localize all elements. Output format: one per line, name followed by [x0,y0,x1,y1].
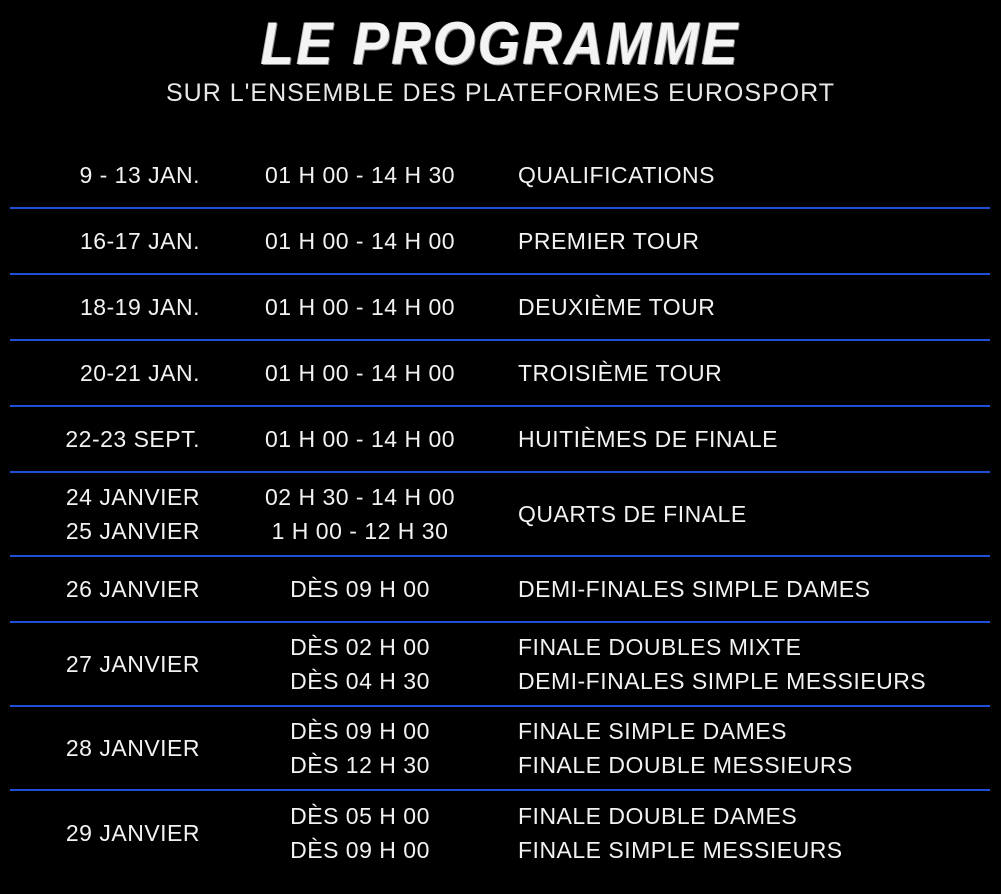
schedule-row: 20-21 JAN. 01 H 00 - 14 H 00 TROISIÈME TOU… [10,341,990,407]
time-cell: DÈS 09 H 00 DÈS 12 H 30 [205,714,515,782]
event-cell: DEUXIÈME TOUR [518,290,715,324]
date-cell: 22-23 SEPT. [10,422,200,456]
schedule-row: 27 JANVIER DÈS 02 H 00 DÈS 04 H 30 FINALE D… [10,623,990,707]
time-cell: 02 H 30 - 14 H 00 1 H 00 - 12 H 30 [205,480,515,548]
date-text: 20-21 JAN. [79,360,200,386]
date-cell: 9 - 13 JAN. [10,158,200,192]
schedule-row: 9 - 13 JAN. 01 H 00 - 14 H 30 QUALIFICATIO… [10,143,990,209]
event-text: FINALE DOUBLE DAMES [518,803,798,829]
schedule-row: 22-23 SEPT. 01 H 00 - 14 H 00 HUITIÈMES DE… [10,407,990,473]
time-text: 1 H 00 - 12 H 30 [271,518,449,544]
time-text: DÈS 09 H 00 [290,576,430,602]
event-text: FINALE SIMPLE MESSIEURS [518,837,843,863]
date-text: 9 - 13 JAN. [79,162,200,188]
time-text: DÈS 02 H 00 [290,634,430,660]
date-cell: 16-17 JAN. [10,224,200,258]
event-cell: PREMIER TOUR [518,224,700,258]
event-text: FINALE DOUBLES MIXTE [518,634,802,660]
time-cell: DÈS 09 H 00 [205,572,515,606]
time-cell: DÈS 05 H 00 DÈS 09 H 00 [205,799,515,867]
schedule-row: 18-19 JAN. 01 H 00 - 14 H 00 DEUXIÈME TOUR [10,275,990,341]
date-text: 24 JANVIER [65,484,200,510]
date-cell: 18-19 JAN. [10,290,200,324]
event-cell: TROISIÈME TOUR [518,356,722,390]
date-text: 28 JANVIER [65,735,200,761]
page-subtitle: SUR L'ENSEMBLE DES PLATEFORMES EUROSPORT [166,79,835,107]
time-text: DÈS 05 H 00 [290,803,430,829]
date-cell: 24 JANVIER 25 JANVIER [10,480,200,548]
schedule-row: 16-17 JAN. 01 H 00 - 14 H 00 PREMIER TOUR [10,209,990,275]
time-text: DÈS 04 H 30 [290,668,430,694]
time-cell: 01 H 00 - 14 H 30 [205,158,515,192]
event-text: FINALE SIMPLE DAMES [518,718,787,744]
page-title: LE PROGRAMME [260,10,741,77]
event-cell: HUITIÈMES DE FINALE [518,422,778,456]
event-cell: DEMI-FINALES SIMPLE DAMES [518,572,870,606]
time-cell: 01 H 00 - 14 H 00 [205,422,515,456]
event-text: DEMI-FINALES SIMPLE MESSIEURS [518,668,927,694]
time-cell: 01 H 00 - 14 H 00 [205,224,515,258]
time-text: 01 H 00 - 14 H 00 [264,228,456,254]
event-text: PREMIER TOUR [518,228,700,254]
schedule-row: 26 JANVIER DÈS 09 H 00 DEMI-FINALES SIMPLE… [10,557,990,623]
schedule-row: 28 JANVIER DÈS 09 H 00 DÈS 12 H 30 FINALE S… [10,707,990,791]
date-cell: 26 JANVIER [10,572,200,606]
event-text: QUARTS DE FINALE [518,501,747,527]
time-text: DÈS 09 H 00 [290,718,430,744]
date-cell: 27 JANVIER [10,647,200,681]
schedule-row: 24 JANVIER 25 JANVIER 02 H 30 - 14 H 00 1 H… [10,473,990,557]
event-cell: FINALE SIMPLE DAMES FINALE DOUBLE MESSIEU… [518,714,853,782]
date-cell: 28 JANVIER [10,731,200,765]
time-text: 01 H 00 - 14 H 00 [264,360,456,386]
event-cell: QUARTS DE FINALE [518,497,747,531]
date-text: 22-23 SEPT. [65,426,200,452]
time-cell: 01 H 00 - 14 H 00 [205,356,515,390]
event-text: DEMI-FINALES SIMPLE DAMES [518,576,871,602]
time-text: 01 H 00 - 14 H 30 [264,162,456,188]
time-text: 01 H 00 - 14 H 00 [264,426,456,452]
date-cell: 20-21 JAN. [10,356,200,390]
time-text: DÈS 12 H 30 [290,752,430,778]
event-text: FINALE DOUBLE MESSIEURS [518,752,853,778]
date-text: 27 JANVIER [65,651,200,677]
date-cell: 29 JANVIER [10,816,200,850]
event-text: TROISIÈME TOUR [518,360,723,386]
time-text: 01 H 00 - 14 H 00 [264,294,456,320]
event-text: QUALIFICATIONS [518,162,715,188]
event-text: HUITIÈMES DE FINALE [518,426,778,452]
event-text: DEUXIÈME TOUR [518,294,716,320]
date-text: 26 JANVIER [65,576,200,602]
date-text: 16-17 JAN. [79,228,200,254]
date-text: 25 JANVIER [65,518,200,544]
time-text: 02 H 30 - 14 H 00 [264,484,456,510]
date-text: 18-19 JAN. [79,294,200,320]
time-cell: 01 H 00 - 14 H 00 [205,290,515,324]
schedule-row: 29 JANVIER DÈS 05 H 00 DÈS 09 H 00 FINALE D… [10,791,990,875]
time-text: DÈS 09 H 00 [290,837,430,863]
date-text: 29 JANVIER [65,820,200,846]
event-cell: QUALIFICATIONS [518,158,715,192]
schedule-table: 9 - 13 JAN. 01 H 00 - 14 H 30 QUALIFICATIO… [10,143,990,875]
time-cell: DÈS 02 H 00 DÈS 04 H 30 [205,630,515,698]
event-cell: FINALE DOUBLES MIXTE DEMI-FINALES SIMPLE … [518,630,926,698]
event-cell: FINALE DOUBLE DAMES FINALE SIMPLE MESSIEU… [518,799,843,867]
